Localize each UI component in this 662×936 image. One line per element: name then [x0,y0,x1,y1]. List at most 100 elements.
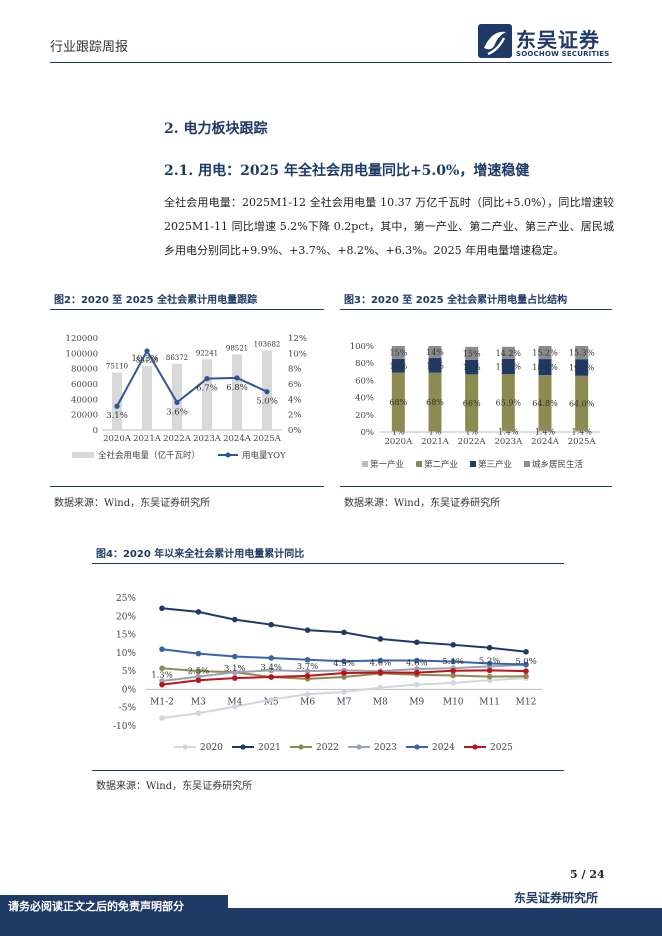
brand-name-en: SOOCHOW SECURITIES [516,50,610,58]
y-right-tick-label: 4% [288,395,302,405]
segment-label: 17% [426,361,444,370]
stack-segment [465,346,479,360]
segment-label: 15% [463,349,481,358]
y-tick-label: 60% [355,376,374,386]
series-point-2020 [377,684,384,691]
series-point-2022 [486,673,493,680]
legend-label: 2021 [258,743,281,753]
stack-segment [501,346,515,359]
x-tick-label: 2025A [253,434,282,444]
series-point-2024 [377,657,384,664]
y-right-tick-label: 10% [288,349,307,359]
stack-segment [391,431,405,432]
segment-label: 1% [392,428,405,437]
fig4-source: 数据来源：Wind，东吴证券研究所 [96,781,253,792]
stack-segment [428,372,442,432]
bar-value-label: 92241 [196,349,218,357]
legend-label: 2024 [432,743,455,753]
stack-segment [465,374,479,432]
legend-label: 2025 [490,743,513,753]
label-2025: 3.7% [297,662,319,672]
y-tick-label: 80% [355,359,374,369]
stack-segment [428,346,442,359]
y-tick-label: 15% [116,631,136,641]
series-point-2024 [523,661,529,668]
series-point-2025 [341,670,347,676]
x-tick-label: M4 [227,697,242,707]
bar-value-label: 98521 [226,344,248,352]
yoy-point [144,348,150,354]
segment-label: 14.2% [496,349,522,358]
legend-swatch-point [240,744,246,750]
x-tick-label: 2025A [568,437,597,447]
x-tick-label: M12 [516,697,537,707]
legend-label: 城乡居民生活 [532,459,584,470]
brand-name-cn: 东吴证券 [516,28,600,52]
series-point-2024 [486,660,493,667]
series-point-2020 [232,703,238,710]
x-tick-label: M9 [409,697,424,707]
series-point-2022 [523,673,529,680]
x-tick-label: M8 [373,697,388,707]
legend-swatch-bar [72,452,94,458]
series-point-2020 [159,715,165,721]
y-right-tick-label: 0% [288,426,302,436]
series-point-2022 [341,674,347,680]
series-point-2021 [195,609,202,615]
segment-label: 14% [426,348,444,357]
label-2025: 5.2% [479,656,501,666]
series-point-2024 [232,653,238,660]
yoy-point [264,389,270,395]
x-tick-label: 2021A [421,437,450,447]
series-point-2025 [414,669,420,676]
y-tick-label: -10% [113,722,136,732]
stack-segment [538,359,552,376]
stack-segment [575,430,589,432]
label-2025: 3.4% [260,663,282,673]
segment-label: 65.9% [496,398,522,407]
y-left-tick-label: 40000 [71,395,98,405]
bar-value-label: 103682 [254,341,281,349]
legend-label: 全社会用电量（亿千瓦时） [98,450,200,461]
yoy-label: 6.7% [196,384,218,394]
x-tick-label: M7 [337,697,352,707]
footer-tab [0,895,228,917]
stack-segment [538,430,552,432]
series-point-2025 [486,667,493,674]
series-point-2025 [304,673,311,679]
series-point-2021 [523,648,529,655]
y-tick-label: 20% [116,612,136,622]
fig2-chart: 0 20000 40000 60000 80000 100000 120000 0% 2% 4% 6… [66,334,307,461]
stack-segment [575,359,589,376]
legend-swatch-point [356,744,362,750]
series-point-2024 [341,658,347,665]
series-point-2025 [268,674,274,680]
bar-value-label: 75110 [106,362,128,370]
label-2025: 5.1% [442,657,464,667]
stack-segment [428,358,442,373]
page-number: 5 / 24 [570,868,605,881]
brand-logo-icon [478,24,512,58]
section-label: 行业跟踪周报 [50,40,129,55]
fig3-rule [340,309,612,310]
y-tick-label: -5% [119,704,137,714]
y-right-tick-label: 8% [288,365,302,375]
series-point-2021 [341,629,347,636]
series-point-2024 [195,650,202,657]
stack-segment [501,358,515,375]
fig3-title: 图3：2020 至 2025 全社会累计用电量占比结构 [344,295,568,306]
series-point-2021 [232,616,238,623]
series-point-2020 [195,710,202,716]
stack-segment [575,375,589,431]
label-2025: 3.1% [224,664,246,674]
legend-swatch-point [182,744,188,750]
yoy-point [174,399,180,405]
legend-label: 第三产业 [478,459,512,470]
segment-label: 17% [463,363,481,372]
legend-label: 2022 [316,743,339,753]
yoy-label: 10.3% [131,354,158,364]
y-tick-label: 20% [355,411,374,421]
x-tick-label: 2023A [193,434,222,444]
section-heading: 2. 电力板块跟踪 [164,121,268,137]
series-point-2021 [414,639,420,646]
